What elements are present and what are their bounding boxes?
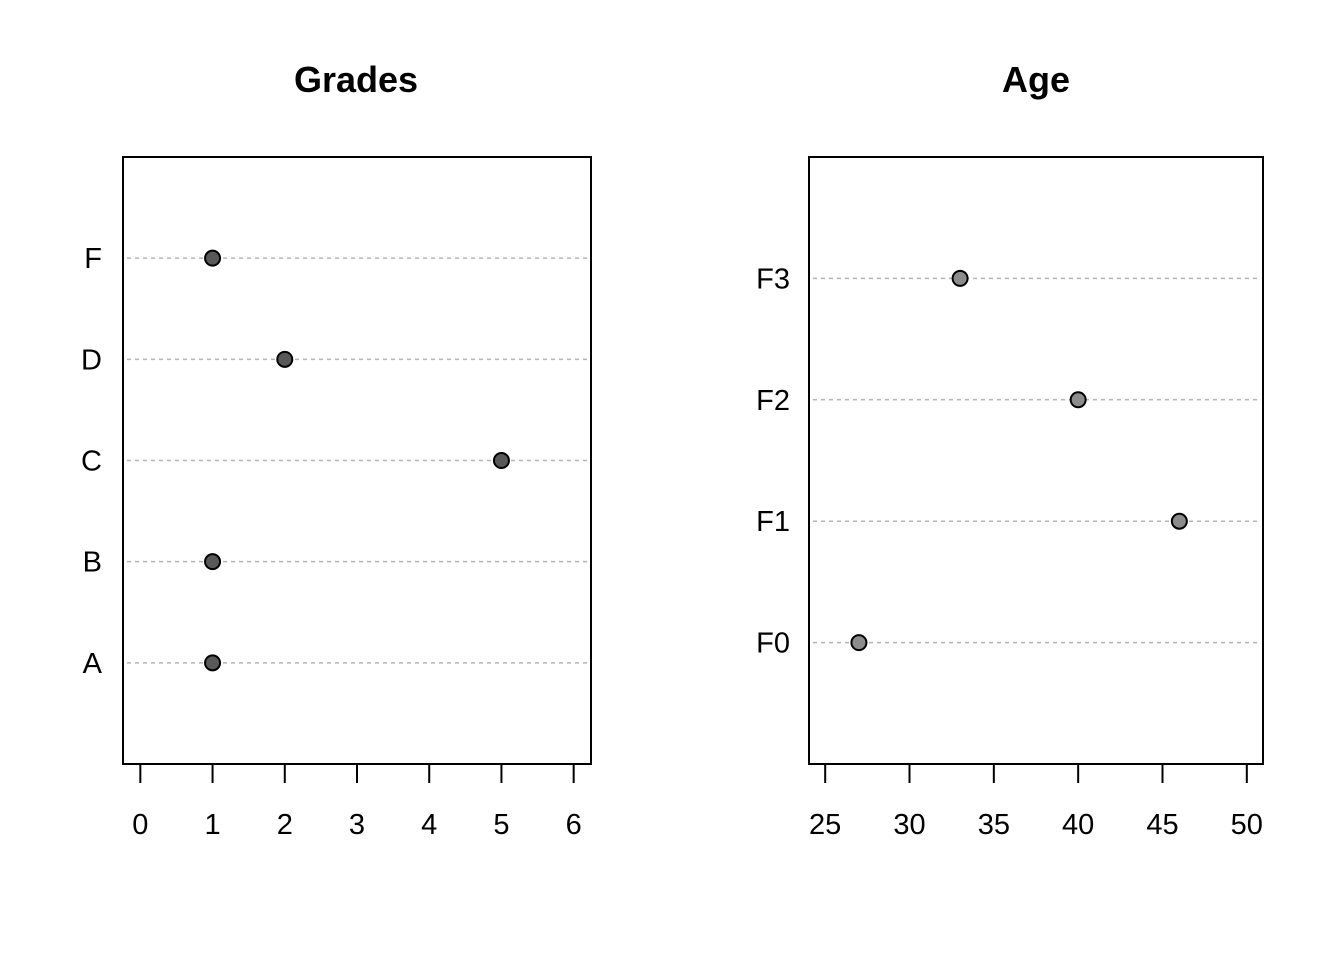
grades-x-tick-label: 1 [204, 809, 220, 841]
age-category-labels: F0 F1 F2 F3 [756, 263, 790, 659]
grades-x-tick-label: 3 [349, 809, 365, 841]
grades-x-tick-label: 4 [421, 809, 437, 841]
age-point [850, 634, 868, 652]
grades-panel: Grades A B C D F 0 1 2 3 4 5 6 [81, 59, 592, 841]
grades-x-tick-label: 0 [132, 809, 148, 841]
grades-category-labels: A B C D F [81, 243, 103, 680]
age-x-tick-label: 35 [978, 809, 1010, 841]
grades-x-axis: 0 1 2 3 4 5 6 [132, 763, 582, 841]
age-category-label: F1 [756, 506, 790, 538]
age-category-label: F0 [756, 628, 790, 660]
grades-point [276, 350, 294, 368]
age-x-tick-label: 50 [1231, 809, 1263, 841]
age-point [951, 269, 969, 287]
age-plot-frame [808, 156, 1264, 765]
age-x-tick-label: 25 [809, 809, 841, 841]
grades-point [492, 452, 510, 469]
age-point [1170, 512, 1188, 530]
grades-points [204, 249, 510, 672]
grades-x-tick-label: 5 [493, 809, 509, 841]
age-x-axis: 25 30 35 40 45 50 [809, 763, 1263, 841]
grades-plot-frame [122, 156, 592, 765]
grades-category-label: F [84, 243, 102, 275]
age-category-label: F2 [756, 385, 790, 417]
grades-point [204, 249, 222, 267]
grades-category-label: A [83, 648, 103, 680]
age-point [1069, 391, 1087, 409]
grades-point [204, 553, 222, 571]
grades-guides [127, 257, 587, 664]
age-x-tick-label: 40 [1062, 809, 1094, 841]
grades-point [204, 654, 222, 672]
age-x-tick-label: 30 [893, 809, 925, 841]
age-panel: Age F0 F1 F2 F3 25 30 35 40 45 50 [756, 59, 1264, 841]
grades-x-tick-label: 6 [566, 809, 582, 841]
grades-category-label: C [81, 446, 102, 478]
grades-category-label: D [81, 344, 102, 376]
age-points [850, 269, 1188, 652]
age-x-tick-label: 45 [1146, 809, 1178, 841]
age-title: Age [1002, 59, 1070, 100]
grades-x-tick-label: 2 [277, 809, 293, 841]
grades-category-label: B [83, 547, 102, 579]
grades-title: Grades [294, 59, 418, 100]
age-guides [813, 277, 1259, 644]
age-category-label: F3 [756, 263, 790, 295]
